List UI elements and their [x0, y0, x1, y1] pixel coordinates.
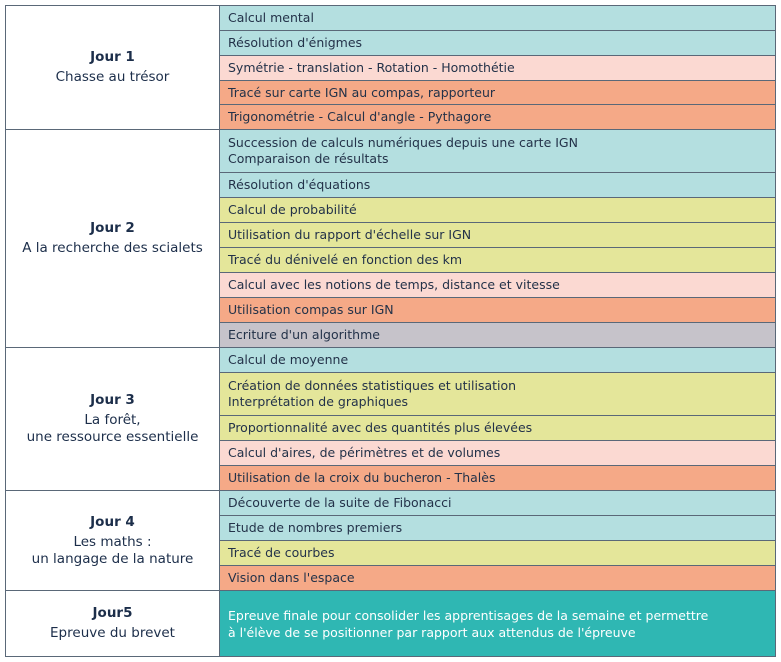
activity-list: Calcul mental Résolution d'énigmes Symét… — [220, 6, 775, 129]
activity-row: Découverte de la suite de Fibonacci — [220, 491, 775, 516]
activity-row: Calcul mental — [220, 6, 775, 31]
day-title: Jour 1 — [90, 49, 135, 65]
activity-row: Calcul avec les notions de temps, distan… — [220, 273, 775, 298]
day-label-5: Jour5 Epreuve du brevet — [6, 591, 220, 656]
activity-row: Calcul d'aires, de périmètres et de volu… — [220, 441, 775, 466]
day-title: Jour 3 — [90, 392, 135, 408]
activity-row: Utilisation de la croix du bucheron - Th… — [220, 466, 775, 490]
activity-list: Epreuve finale pour consolider les appre… — [220, 591, 775, 656]
day-block-3: Jour 3 La forêt, une ressource essentiel… — [6, 348, 775, 491]
activity-row: Calcul de moyenne — [220, 348, 775, 373]
activity-row: Création de données statistiques et util… — [220, 373, 775, 416]
day-subtitle: Chasse au trésor — [55, 69, 170, 85]
activity-row: Tracé de courbes — [220, 541, 775, 566]
schedule-table: Jour 1 Chasse au trésor Calcul mental Ré… — [5, 5, 776, 657]
activity-row: Tracé sur carte IGN au compas, rapporteu… — [220, 81, 775, 105]
day-block-1: Jour 1 Chasse au trésor Calcul mental Ré… — [6, 6, 775, 130]
day-label-4: Jour 4 Les maths : un langage de la natu… — [6, 491, 220, 590]
activity-row: Utilisation compas sur IGN — [220, 298, 775, 323]
activity-row: Tracé du dénivelé en fonction des km — [220, 248, 775, 273]
activity-list: Découverte de la suite de Fibonacci Etud… — [220, 491, 775, 590]
activity-row: Trigonométrie - Calcul d'angle - Pythago… — [220, 105, 775, 129]
activity-row: Résolution d'équations — [220, 173, 775, 198]
final-exam-row: Epreuve finale pour consolider les appre… — [220, 591, 775, 656]
activity-list: Calcul de moyenne Création de données st… — [220, 348, 775, 490]
day-label-3: Jour 3 La forêt, une ressource essentiel… — [6, 348, 220, 490]
day-title: Jour5 — [92, 605, 133, 621]
day-subtitle: La forêt, une ressource essentielle — [26, 412, 199, 445]
activity-row: Etude de nombres premiers — [220, 516, 775, 541]
activity-row: Résolution d'énigmes — [220, 31, 775, 56]
day-block-5: Jour5 Epreuve du brevet Epreuve finale p… — [6, 591, 775, 656]
activity-row: Proportionnalité avec des quantités plus… — [220, 416, 775, 441]
day-block-4: Jour 4 Les maths : un langage de la natu… — [6, 491, 775, 591]
activity-row: Vision dans l'espace — [220, 566, 775, 590]
activity-list: Succession de calculs numériques depuis … — [220, 130, 775, 347]
day-label-1: Jour 1 Chasse au trésor — [6, 6, 220, 129]
day-label-2: Jour 2 A la recherche des scialets — [6, 130, 220, 347]
day-title: Jour 4 — [90, 513, 135, 530]
activity-row: Ecriture d'un algorithme — [220, 323, 775, 347]
day-title: Jour 2 — [90, 220, 135, 236]
activity-row: Symétrie - translation - Rotation - Homo… — [220, 56, 775, 81]
day-subtitle: Epreuve du brevet — [50, 625, 175, 641]
day-subtitle: Les maths : un langage de la nature — [31, 533, 194, 567]
activity-row: Utilisation du rapport d'échelle sur IGN — [220, 223, 775, 248]
activity-row: Succession de calculs numériques depuis … — [220, 130, 775, 173]
day-subtitle: A la recherche des scialets — [22, 240, 203, 256]
day-block-2: Jour 2 A la recherche des scialets Succe… — [6, 130, 775, 348]
activity-row: Calcul de probabilité — [220, 198, 775, 223]
